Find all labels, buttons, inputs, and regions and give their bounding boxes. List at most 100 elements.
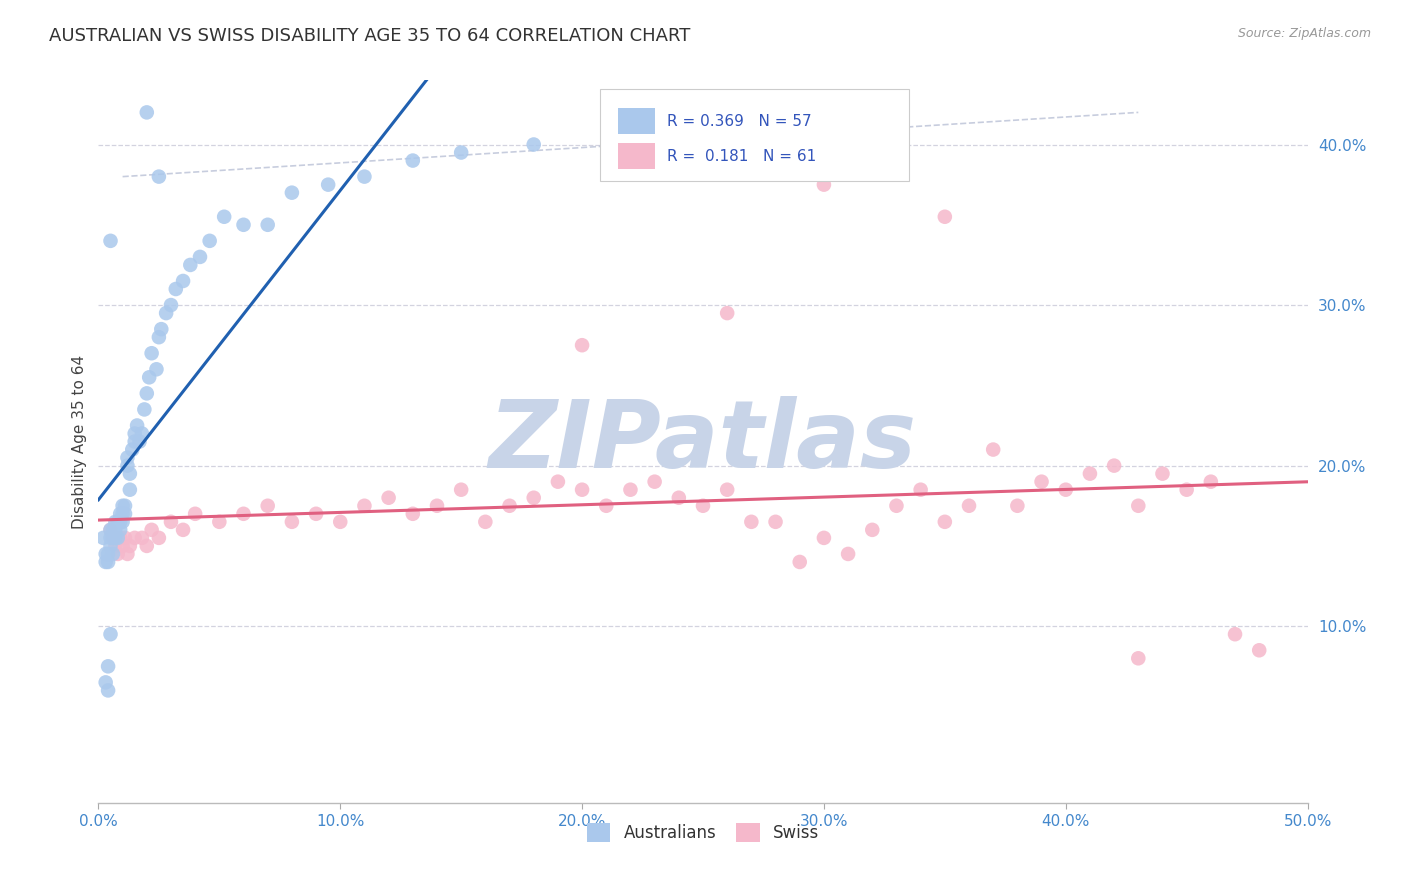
Point — [131, 531, 153, 545]
Point — [523, 491, 546, 505]
FancyBboxPatch shape — [600, 89, 908, 181]
Point — [232, 507, 254, 521]
Point — [256, 499, 278, 513]
Point — [131, 426, 153, 441]
Point — [305, 507, 328, 521]
Point — [402, 153, 425, 168]
Point — [198, 234, 221, 248]
Point — [957, 499, 980, 513]
Point — [97, 683, 120, 698]
Point — [450, 483, 472, 497]
Text: R =  0.181   N = 61: R = 0.181 N = 61 — [666, 149, 815, 163]
Point — [860, 523, 883, 537]
Point — [450, 145, 472, 160]
Point — [160, 515, 183, 529]
Point — [498, 499, 520, 513]
Point — [94, 547, 117, 561]
Point — [108, 523, 131, 537]
Point — [232, 218, 254, 232]
Point — [114, 499, 136, 513]
Point — [716, 306, 738, 320]
Point — [934, 210, 956, 224]
Point — [108, 507, 131, 521]
Bar — [619, 143, 655, 169]
Point — [1128, 499, 1150, 513]
Point — [353, 169, 375, 184]
Point — [104, 515, 127, 529]
Point — [135, 539, 157, 553]
Point — [1199, 475, 1222, 489]
Point — [118, 483, 141, 497]
Point — [97, 547, 120, 561]
Point — [100, 627, 122, 641]
Point — [127, 418, 149, 433]
Point — [474, 515, 496, 529]
Point — [184, 507, 207, 521]
Point — [104, 531, 127, 545]
Point — [94, 555, 117, 569]
Point — [212, 210, 235, 224]
Point — [281, 515, 304, 529]
Point — [1223, 627, 1246, 641]
Point — [101, 523, 124, 537]
Point — [1007, 499, 1029, 513]
Point — [124, 434, 146, 449]
Point — [316, 178, 339, 192]
Point — [97, 555, 120, 569]
Point — [104, 523, 127, 537]
Point — [1128, 651, 1150, 665]
Point — [644, 475, 666, 489]
Point — [981, 442, 1004, 457]
Point — [148, 169, 170, 184]
Point — [1078, 467, 1101, 481]
Point — [121, 442, 143, 457]
Point — [910, 483, 932, 497]
Point — [281, 186, 304, 200]
Point — [1152, 467, 1174, 481]
Point — [155, 306, 177, 320]
Bar — [619, 109, 655, 135]
Text: R = 0.369   N = 57: R = 0.369 N = 57 — [666, 114, 811, 129]
Point — [208, 515, 231, 529]
Point — [402, 507, 425, 521]
Point — [107, 515, 129, 529]
Point — [837, 547, 859, 561]
Legend: Australians, Swiss: Australians, Swiss — [581, 816, 825, 848]
Point — [329, 515, 352, 529]
Point — [111, 515, 134, 529]
Point — [104, 539, 127, 553]
Point — [188, 250, 211, 264]
Point — [765, 515, 787, 529]
Point — [886, 499, 908, 513]
Point — [353, 499, 375, 513]
Point — [107, 531, 129, 545]
Point — [789, 555, 811, 569]
Point — [571, 338, 593, 352]
Point — [619, 483, 641, 497]
Y-axis label: Disability Age 35 to 64: Disability Age 35 to 64 — [72, 354, 87, 529]
Point — [114, 507, 136, 521]
Point — [101, 547, 124, 561]
Text: Source: ZipAtlas.com: Source: ZipAtlas.com — [1237, 27, 1371, 40]
Point — [740, 515, 762, 529]
Point — [101, 531, 124, 545]
Point — [813, 531, 835, 545]
Point — [107, 547, 129, 561]
Point — [571, 483, 593, 497]
Point — [145, 362, 167, 376]
Point — [111, 539, 134, 553]
Point — [101, 531, 124, 545]
Point — [1102, 458, 1125, 473]
Point — [114, 531, 136, 545]
Point — [118, 467, 141, 481]
Point — [100, 523, 122, 537]
Point — [138, 370, 160, 384]
Point — [1249, 643, 1271, 657]
Point — [94, 675, 117, 690]
Point — [172, 523, 194, 537]
Point — [148, 531, 170, 545]
Point — [135, 105, 157, 120]
Point — [1054, 483, 1077, 497]
Point — [97, 659, 120, 673]
Point — [108, 531, 131, 545]
